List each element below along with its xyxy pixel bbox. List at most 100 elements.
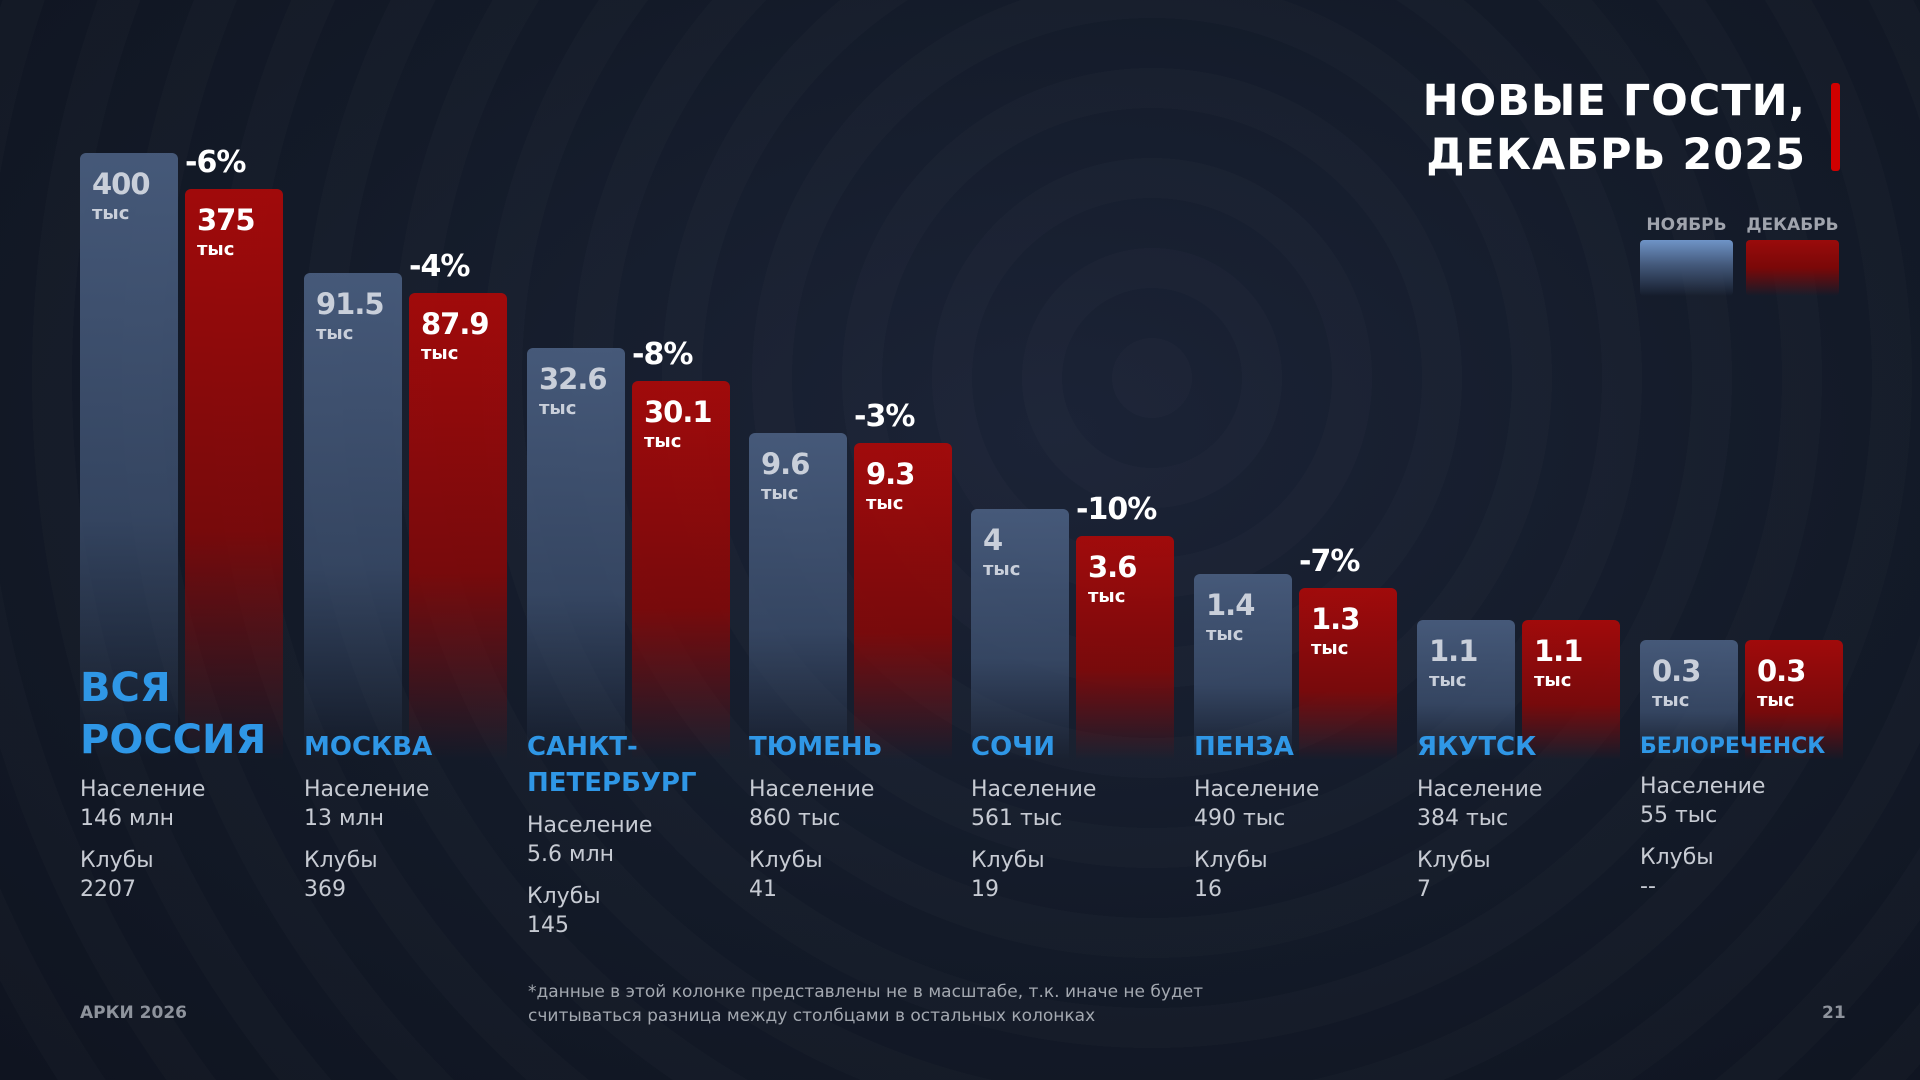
bar-value-label: 91.5	[316, 287, 385, 321]
november-bar: 400 тыс	[80, 153, 178, 760]
population-info: Население 561 тыс	[971, 775, 1186, 833]
december-bar: 375 тыс	[185, 189, 283, 760]
population-info: Население 5.6 млн	[527, 811, 742, 869]
population-info: Население 384 тыс	[1417, 775, 1632, 833]
bar-unit-label: тыс	[1652, 690, 1690, 711]
footer-brand: АРКИ 2026	[80, 1003, 187, 1023]
bar-value-label: 9.3	[866, 457, 915, 491]
clubs-label: Клубы	[749, 848, 823, 873]
city-name: ПЕНЗА	[1194, 732, 1294, 762]
population-label: Население	[1417, 777, 1543, 802]
city-name: ВСЯ РОССИЯ	[80, 662, 295, 766]
city-name: БЕЛОРЕЧЕНСК	[1640, 734, 1826, 759]
population-value: 146 млн	[80, 806, 175, 831]
change-percent-label: -3%	[854, 399, 915, 434]
clubs-label: Клубы	[304, 848, 378, 873]
clubs-info: Клубы 369	[304, 846, 519, 904]
december-bar: 30.1 тыс	[632, 381, 730, 760]
population-info: Население 490 тыс	[1194, 775, 1409, 833]
november-bar: 32.6 тыс	[527, 348, 625, 760]
change-percent-label: -7%	[1299, 544, 1360, 579]
population-label: Население	[1640, 774, 1766, 799]
bar-unit-label: тыс	[983, 559, 1021, 580]
city-name: САНКТ- ПЕТЕРБУРГ	[527, 729, 742, 801]
city-name: СОЧИ	[971, 732, 1055, 762]
bar-value-label: 4	[983, 523, 1003, 557]
december-bar: 1.1 тыс	[1522, 620, 1620, 760]
population-info: Население 860 тыс	[749, 775, 964, 833]
bar-value-label: 9.6	[761, 447, 810, 481]
clubs-info: Клубы --	[1640, 843, 1855, 901]
bar-unit-label: тыс	[866, 493, 904, 514]
november-bar: 1.4 тыс	[1194, 574, 1292, 760]
clubs-value: 41	[749, 877, 777, 902]
city-name: ТЮМЕНЬ	[749, 732, 883, 762]
population-value: 384 тыс	[1417, 806, 1509, 831]
december-bar: 3.6 тыс	[1076, 536, 1174, 760]
population-value: 5.6 млн	[527, 842, 615, 867]
title-line-1: НОВЫЕ ГОСТИ,	[1422, 76, 1806, 126]
legend-label-december: ДЕКАБРЬ	[1746, 215, 1839, 235]
bar-value-label: 1.1	[1429, 634, 1478, 668]
population-label: Население	[749, 777, 875, 802]
clubs-value: 145	[527, 913, 569, 938]
clubs-value: 369	[304, 877, 346, 902]
page-number: 21	[1822, 1003, 1846, 1023]
bar-unit-label: тыс	[1534, 670, 1572, 691]
bar-value-label: 30.1	[644, 395, 713, 429]
footnote-line-1: *данные в этой колонке представлены не в…	[528, 982, 1204, 1002]
population-info: Население 55 тыс	[1640, 772, 1855, 830]
bar-unit-label: тыс	[1088, 586, 1126, 607]
population-value: 860 тыс	[749, 806, 841, 831]
clubs-info: Клубы 16	[1194, 846, 1409, 904]
bar-value-label: 0.3	[1652, 654, 1701, 688]
population-value: 13 млн	[304, 806, 385, 831]
november-bar: 0.3 тыс	[1640, 640, 1738, 760]
bar-unit-label: тыс	[761, 483, 799, 504]
clubs-label: Клубы	[1194, 848, 1268, 873]
legend-label-november: НОЯБРЬ	[1646, 215, 1727, 235]
clubs-label: Клубы	[971, 848, 1045, 873]
december-bar: 9.3 тыс	[854, 443, 952, 760]
clubs-value: --	[1640, 874, 1656, 899]
bar-unit-label: тыс	[644, 431, 682, 452]
bar-unit-label: тыс	[1206, 624, 1244, 645]
clubs-info: Клубы 41	[749, 846, 964, 904]
clubs-label: Клубы	[1417, 848, 1491, 873]
december-bar: 87.9 тыс	[409, 293, 507, 760]
bar-value-label: 1.3	[1311, 602, 1360, 636]
clubs-value: 19	[971, 877, 999, 902]
city-name: ЯКУТСК	[1417, 732, 1537, 762]
bar-unit-label: тыс	[316, 323, 354, 344]
november-bar: 4 тыс	[971, 509, 1069, 760]
clubs-info: Клубы 19	[971, 846, 1186, 904]
bar-value-label: 32.6	[539, 362, 608, 396]
clubs-label: Клубы	[80, 848, 154, 873]
population-value: 490 тыс	[1194, 806, 1286, 831]
legend-swatch-december	[1746, 240, 1839, 296]
bar-value-label: 1.1	[1534, 634, 1583, 668]
legend-swatch-november	[1640, 240, 1733, 296]
city-name-line: ПЕТЕРБУРГ	[527, 768, 697, 798]
bar-value-label: 0.3	[1757, 654, 1806, 688]
november-bar: 91.5 тыс	[304, 273, 402, 760]
clubs-label: Клубы	[527, 884, 601, 909]
bar-value-label: 1.4	[1206, 588, 1255, 622]
title-accent-bar	[1831, 83, 1840, 171]
clubs-value: 7	[1417, 877, 1431, 902]
bar-value-label: 400	[92, 167, 151, 201]
population-label: Население	[1194, 777, 1320, 802]
clubs-info: Клубы 2207	[80, 846, 295, 904]
population-info: Население 146 млн	[80, 775, 295, 833]
clubs-value: 2207	[80, 877, 136, 902]
november-bar: 9.6 тыс	[749, 433, 847, 760]
population-label: Население	[527, 813, 653, 838]
population-label: Население	[971, 777, 1097, 802]
city-name: МОСКВА	[304, 732, 433, 762]
bar-value-label: 3.6	[1088, 550, 1137, 584]
title-line-2: ДЕКАБРЬ 2025	[1426, 130, 1806, 180]
bar-value-label: 375	[197, 203, 256, 237]
bar-unit-label: тыс	[1311, 638, 1349, 659]
city-name-line: РОССИЯ	[80, 717, 267, 763]
population-value: 55 тыс	[1640, 803, 1718, 828]
